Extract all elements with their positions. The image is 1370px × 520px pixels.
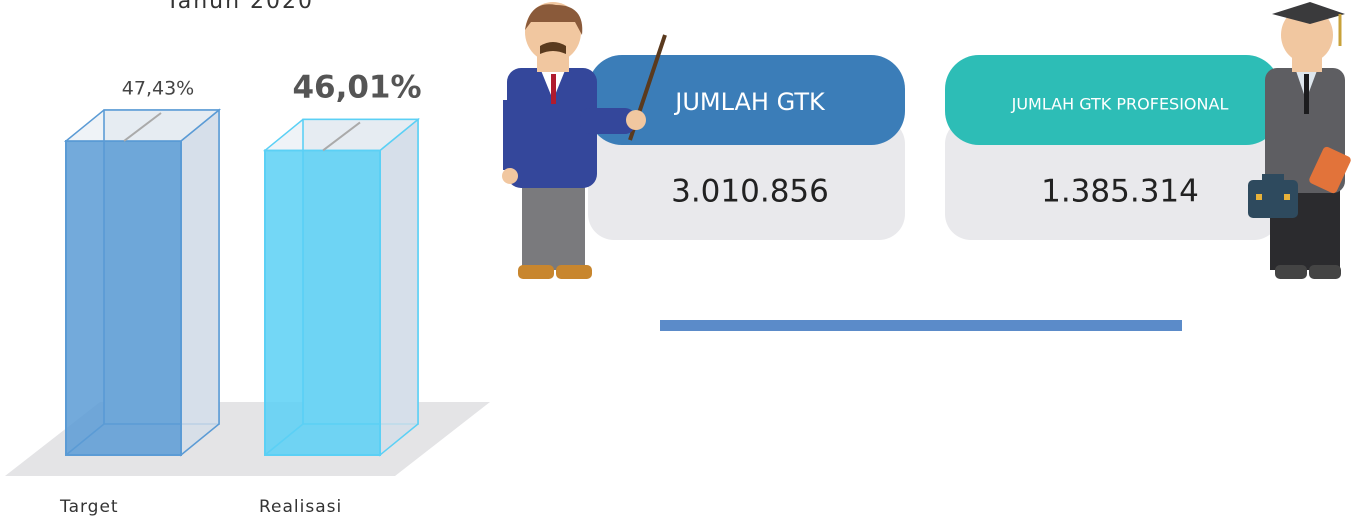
- chart-title: Tahun 2020: [165, 0, 314, 14]
- card-title: JUMLAH GTK: [673, 88, 826, 116]
- card-gtk: JUMLAH GTK 3.010.856: [588, 55, 905, 240]
- bar: [66, 141, 181, 455]
- card-value: 3.010.856: [671, 174, 829, 210]
- value-label: 47,43%: [122, 78, 194, 100]
- bar-side: [181, 110, 219, 455]
- divider: [660, 320, 1182, 331]
- value-label: 46,01%: [292, 70, 421, 106]
- x-tick-label: Target: [59, 497, 119, 517]
- x-tick-label: Realisasi: [259, 497, 342, 517]
- infographic: Tahun 2020 JUMLAH GTK 3.010.856 JUMLAH G…: [0, 0, 1370, 520]
- card-value: 1.385.314: [1041, 174, 1199, 210]
- card-gtk-profesional: JUMLAH GTK PROFESIONAL 1.385.314: [945, 55, 1280, 240]
- bar: [265, 150, 380, 455]
- page: Tahun 2020 JUMLAH GTK 3.010.856 JUMLAH G…: [0, 0, 1370, 520]
- card-title: JUMLAH GTK PROFESIONAL: [1011, 95, 1229, 114]
- bar-side: [380, 119, 418, 455]
